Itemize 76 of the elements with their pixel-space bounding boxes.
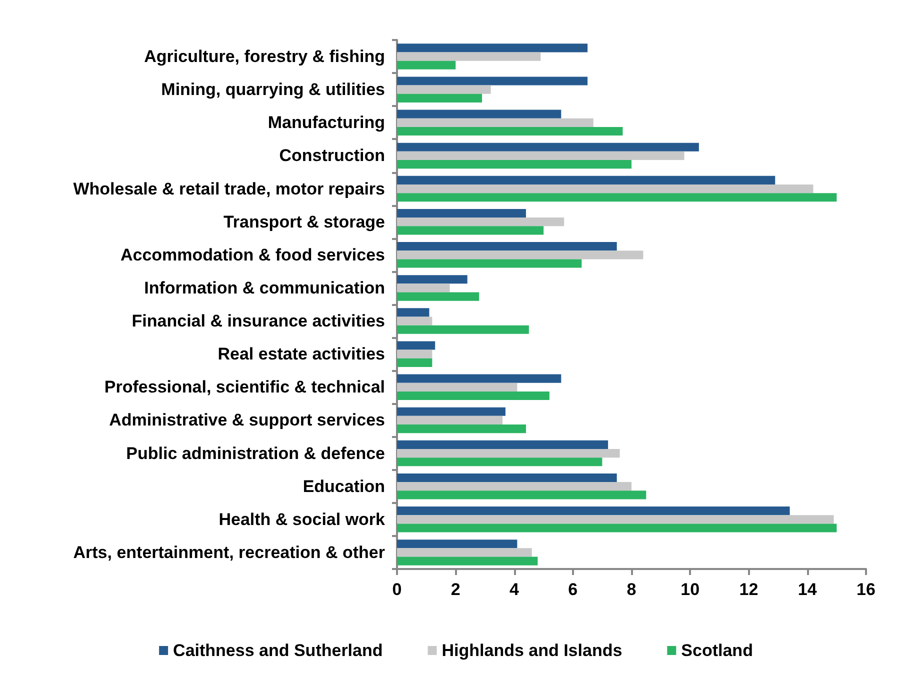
bar [397,193,837,202]
bar [397,556,538,566]
bar [397,515,834,524]
bar [397,250,644,260]
y-tick-label: Administrative & support services [109,410,385,430]
bar [397,341,436,350]
bar [397,160,632,169]
y-tick-label: Transport & storage [223,212,385,232]
x-tick-label: 8 [626,580,636,599]
bar [397,440,608,449]
bar [397,118,594,127]
legend-label: Scotland [681,641,753,660]
bar [397,416,503,425]
x-tick-label: 0 [392,580,402,599]
bar [397,548,532,557]
bar [397,142,699,152]
bar [397,358,432,367]
bar [397,94,482,102]
bar [397,151,684,160]
bar [397,184,814,194]
x-tick-label: 2 [450,580,460,599]
bar [397,482,632,491]
bar [397,44,588,52]
bar [397,218,564,226]
x-tick-label: 16 [856,580,876,599]
bar [397,76,588,86]
bar [397,208,526,218]
bar [397,473,617,482]
legend-label: Caithness and Sutherland [173,641,383,660]
bar [397,391,550,400]
x-tick-label: 12 [739,580,758,599]
y-tick-label: Public administration & defence [126,444,385,463]
bar [397,407,506,416]
bar [397,275,468,284]
bar [397,448,620,458]
bar [397,325,529,334]
bar [397,350,432,358]
x-tick-label: 10 [680,580,700,599]
bar [397,540,518,548]
y-tick-label: Financial & insurance activities [132,312,385,331]
bar [397,316,432,326]
x-tick-label: 6 [568,580,578,599]
bar [397,524,837,532]
bar [397,126,623,136]
bar [397,382,518,392]
bar [397,176,776,184]
bar [397,292,480,301]
y-tick-label: Wholesale & retail trade, motor repairs [73,179,385,198]
x-tick-label: 14 [798,580,818,599]
y-tick-label: Construction [279,146,385,166]
y-tick-label: Accommodation & food services [120,245,385,264]
bar [397,458,602,466]
bar [397,85,491,94]
bar [397,242,617,251]
y-tick-label: Mining, quarrying & utilities [161,80,385,100]
bar [397,308,430,317]
bar [397,110,562,118]
y-tick-label: Information & communication [144,278,385,298]
bar [397,374,562,383]
y-tick-label: Arts, entertainment, recreation & other [73,542,386,562]
y-tick-label: Health & social work [218,510,386,529]
x-tick-label: 4 [510,580,520,599]
bar [397,490,646,500]
bar [397,424,526,434]
bar [397,52,541,61]
bar [397,60,456,70]
bar [397,226,544,235]
legend-label: Highlands and Islands [442,641,622,660]
y-tick-label: Real estate activities [218,344,385,364]
y-tick-label: Manufacturing [268,113,385,132]
y-tick-label: Professional, scientific & technical [104,378,385,397]
bar [397,284,450,292]
bar [397,506,790,516]
y-tick-label: Agriculture, forestry & fishing [144,47,385,66]
bar [397,259,582,268]
y-tick-label: Education [302,476,385,496]
